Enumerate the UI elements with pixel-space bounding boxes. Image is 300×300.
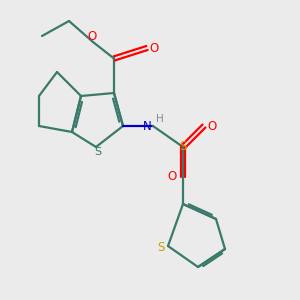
Text: S: S: [157, 241, 164, 254]
Text: O: O: [207, 119, 216, 133]
Text: S: S: [179, 140, 187, 154]
Text: N: N: [143, 119, 152, 133]
Text: O: O: [168, 170, 177, 184]
Text: O: O: [150, 41, 159, 55]
Text: H: H: [156, 114, 164, 124]
Text: S: S: [94, 147, 101, 158]
Text: O: O: [87, 30, 96, 43]
